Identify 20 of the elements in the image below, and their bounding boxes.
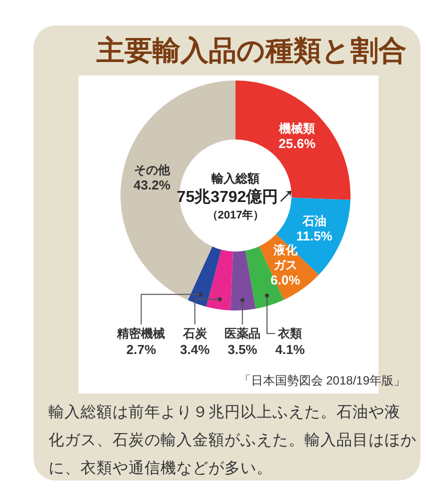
text: 75兆3792億円↗ [176,188,294,206]
data-label: 3.4% [180,342,210,357]
text: 輸入総額は前年より９兆円以上ふえた。石油や液化ガス、石炭の輸入金額がふえた。輸入品目はほかに、衣類や通信機などが多い。 [48,403,416,477]
slice-label: 機械類 [278,122,316,136]
slice-label: その他 [134,162,171,177]
data-label: 43.2% [134,177,171,192]
slice-label: 石油 [301,214,326,228]
data-label: 11.5% [296,228,333,244]
chart-title: 主要輸入品の種類と割合 [96,35,406,66]
slice-label: 石炭 [182,326,208,340]
slice-label: 医薬品 [224,326,260,340]
slice-label: 精密機械 [116,326,166,340]
data-label: 4.1% [275,342,306,357]
text: （2017年） [206,208,264,222]
slice-label: 衣類 [277,326,302,340]
data-label: 25.6% [278,136,316,152]
data-label: 2.7% [126,342,156,357]
text: 「日本国勢図会 2018/19年版」 [238,374,406,388]
data-label: 3.5% [228,342,258,357]
text: 輸入総額 [210,172,260,186]
